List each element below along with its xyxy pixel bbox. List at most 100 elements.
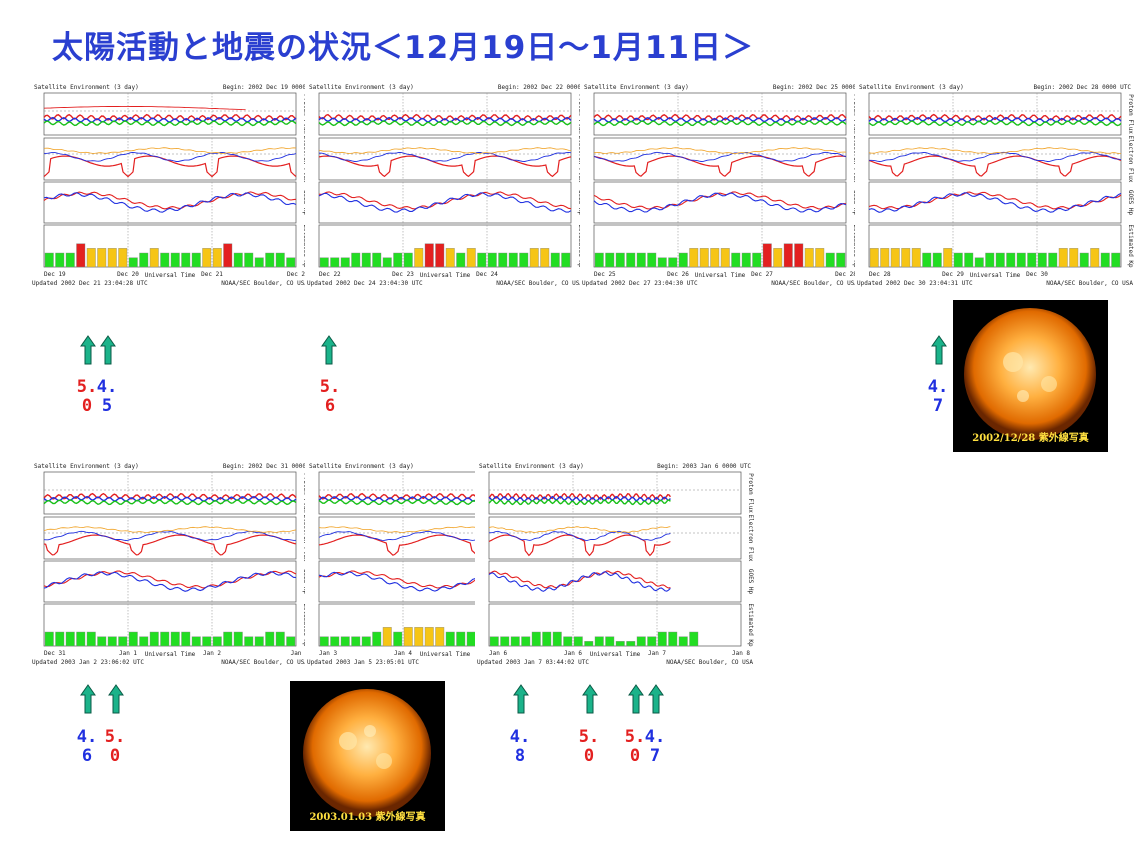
kp-bar <box>699 248 709 268</box>
kp-bar <box>414 248 424 268</box>
magnitude-digit: 0 <box>583 746 595 766</box>
x-tick-label: Dec 30 <box>1026 271 1048 278</box>
hp-trace <box>43 571 297 592</box>
kp-bar <box>542 631 552 647</box>
x-tick-label: Dec 27 <box>751 271 773 278</box>
x-tick-label: Dec 26 <box>667 271 689 278</box>
hp-trace <box>593 191 847 210</box>
kp-bar <box>76 631 86 647</box>
panel-row-frame <box>488 471 742 515</box>
kp-bar <box>890 248 900 268</box>
kp-bar <box>636 636 646 647</box>
magnitude-digit: 7 <box>932 396 944 416</box>
panel-updated: Updated 2002 Dec 21 23:04:28 UTC <box>32 280 148 287</box>
kp-bar <box>773 248 783 268</box>
kp-bar <box>794 243 804 268</box>
kp-bar <box>55 252 65 268</box>
kp-bar <box>605 252 615 268</box>
panel-row-frame <box>43 137 297 181</box>
panel-row-frame <box>43 181 297 224</box>
kp-bar <box>626 252 636 268</box>
panel-credit: NOAA/SEC Boulder, CO USA <box>221 280 308 287</box>
kp-bar <box>191 252 201 268</box>
magnitude-label: 5. 0 <box>76 378 98 416</box>
panel-row-frame <box>488 516 742 560</box>
kp-bar <box>139 636 149 647</box>
kp-bar <box>815 248 825 268</box>
kp-bar <box>118 636 128 647</box>
panel-header: Satellite Environment (3 day) <box>309 463 414 470</box>
panel-row-frame <box>43 224 297 268</box>
panel-begin: Begin: 2002 Dec 31 0000 <box>223 463 306 470</box>
kp-bar <box>361 252 371 268</box>
kp-bar <box>286 257 296 268</box>
kp-bar <box>550 252 560 268</box>
hp-trace <box>868 192 1122 213</box>
row-label: Proton Flux <box>747 473 754 513</box>
row-label: Estimated Kp <box>747 603 754 647</box>
kp-bar <box>86 248 96 268</box>
kp-bar <box>351 636 361 647</box>
kp-bar <box>128 257 138 268</box>
kp-bar <box>689 631 699 647</box>
kp-bar <box>668 631 678 647</box>
kp-bar <box>1069 248 1079 268</box>
kp-bar <box>720 248 730 268</box>
hp-trace <box>868 191 1122 210</box>
kp-bar <box>149 631 159 647</box>
kp-bar <box>275 252 285 268</box>
kp-bar <box>519 252 529 268</box>
kp-bar <box>181 631 191 647</box>
kp-bar <box>107 248 117 268</box>
kp-bar <box>65 252 75 268</box>
kp-bar <box>223 631 233 647</box>
earthquake-arrow <box>108 684 124 714</box>
kp-bar <box>689 248 699 268</box>
kp-bar <box>212 248 222 268</box>
kp-bar <box>44 252 54 268</box>
hp-trace <box>318 191 572 210</box>
sun-image-caption: 2002/12/28 紫外線写真 <box>972 433 1089 444</box>
goes-panel: Satellite Environment (3 day) Begin: 2002… <box>580 83 860 335</box>
magnitude-digit: 4. <box>644 727 666 747</box>
kp-bar <box>552 631 562 647</box>
x-tick-label: Jan 2 <box>203 650 221 657</box>
x-tick-label: Dec 31 <box>44 650 66 657</box>
x-tick-label: Dec 25 <box>594 271 616 278</box>
proton-flux-trace <box>318 120 572 127</box>
kp-bar <box>445 248 455 268</box>
hp-trace <box>488 570 671 589</box>
kp-bar <box>508 252 518 268</box>
kp-bar <box>932 252 942 268</box>
kp-bar <box>393 631 403 647</box>
earthquake-arrow <box>321 335 337 365</box>
x-tick-label: Dec 19 <box>44 271 66 278</box>
kp-bar <box>233 631 243 647</box>
kp-bar <box>393 252 403 268</box>
panel-updated: Updated 2002 Dec 30 23:04:31 UTC <box>857 280 973 287</box>
row-label: Proton Flux <box>1127 94 1134 134</box>
kp-bar <box>594 636 604 647</box>
kp-bar <box>244 636 254 647</box>
kp-bar <box>340 636 350 647</box>
magnitude-digit: 0 <box>81 396 93 416</box>
magnitude-digit: 6 <box>81 746 93 766</box>
kp-bar <box>510 636 520 647</box>
kp-bar <box>489 636 499 647</box>
goes-panel-graphic: Satellite Environment (3 day) Begin: 2002… <box>307 84 584 287</box>
electron-flux-trace <box>869 151 1122 162</box>
panel-row-frame <box>318 137 572 181</box>
kp-bar <box>762 243 772 268</box>
x-tick-label: Dec 23 <box>392 271 414 278</box>
goes-panel: Satellite Environment (3 day) Begin: 2002… <box>30 462 310 714</box>
panel-row-frame <box>318 224 572 268</box>
magnitude-label: 4. 6 <box>76 728 98 766</box>
x-axis-label: Universal Time <box>420 651 471 658</box>
kp-bar <box>181 252 191 268</box>
x-tick-label: Jan <box>291 650 302 657</box>
kp-bar <box>880 248 890 268</box>
row-label: Electron Flux <box>747 515 754 562</box>
magnitude-digit: 5. <box>319 377 341 397</box>
kp-bar <box>382 257 392 268</box>
x-axis-label: Universal Time <box>590 651 641 658</box>
